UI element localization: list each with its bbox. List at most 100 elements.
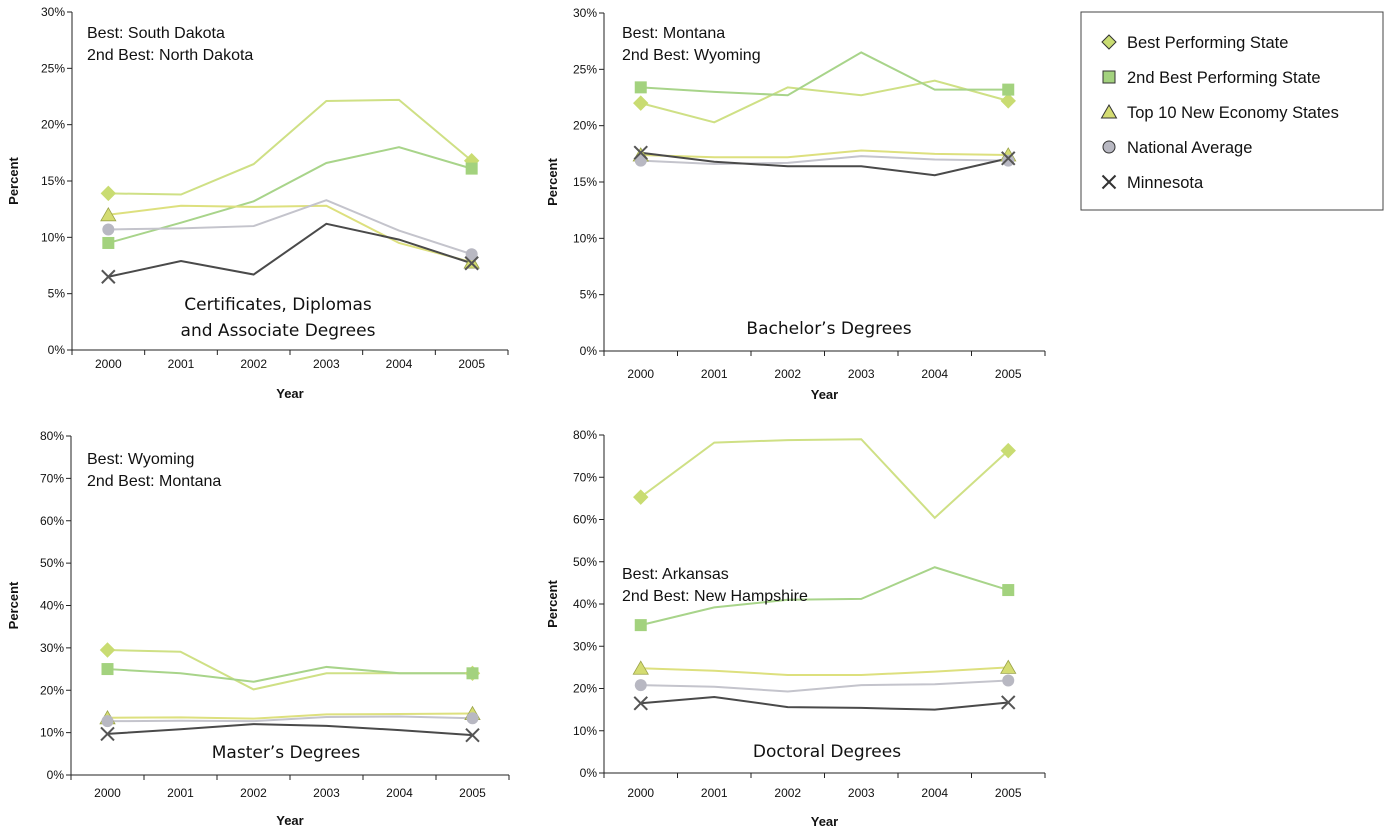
chart-caption: Master’s Degrees [212,743,361,763]
y-tick-label: 20% [573,682,597,696]
x-tick-label: 2000 [95,357,122,371]
legend-item-second: 2nd Best Performing State [1102,69,1321,87]
legend-x-icon [1101,174,1117,190]
y-tick-label: 40% [573,597,597,611]
y-tick-label: 70% [40,471,64,485]
charts-group: 0% 5% 10% 15% 20% 25% 30% 2000 2001 2002 2003 2004 2… [6,5,1046,829]
chart-note: Best: Montana [622,25,725,42]
series-point-best [1000,442,1016,459]
x-tick-label: 2005 [995,786,1022,800]
y-tick-label: 20% [573,119,597,133]
series-point-best [99,642,116,658]
x-tick-label: 2004 [386,786,413,800]
y-tick-label: 5% [580,288,598,302]
series-point-minnesota [101,269,116,284]
y-tick-label: 30% [573,639,597,653]
series-point-second [634,81,647,94]
series-line-top10 [640,149,1009,159]
legend-item-national: National Average [1102,139,1252,157]
x-tick-label: 2003 [848,367,875,381]
series-point-second [101,663,114,676]
series-point-top10 [1000,659,1017,674]
series-line-best [107,648,473,691]
y-axis-title: Percent [6,581,21,629]
series-line-national [108,199,472,256]
series-line-second [107,665,473,683]
chart-panel-2: 0% 5% 10% 15% 20% 25% 30% 2000 2001 2002 2003 2004 2… [545,6,1046,402]
y-tick-label: 60% [40,514,64,528]
x-axis-title: Year [811,814,838,829]
series-point-top10 [632,660,649,675]
series-point-second [466,667,479,680]
y-tick-label: 60% [573,513,597,527]
series-point-best [1000,93,1016,109]
x-tick-label: 2001 [168,357,195,371]
y-tick-label: 30% [40,641,64,655]
x-tick-label: 2000 [627,786,654,800]
y-tick-label: 0% [47,768,65,782]
y-tick-label: 30% [573,6,597,20]
x-tick-label: 2004 [386,357,413,371]
series-point-national [466,712,479,725]
series-point-top10 [463,254,480,269]
chart-panel-4: 0% 10% 20% 30% 40% 50% 60% 70% 80% 2000 2001 2002 20… [545,428,1046,829]
y-tick-label: 40% [40,599,64,613]
legend-label: Top 10 New Economy States [1127,104,1339,122]
series-point-national [102,223,115,236]
series-line-top10 [107,712,473,720]
y-tick-label: 10% [41,230,65,244]
y-tick-label: 70% [573,470,597,484]
legend-item-best: Best Performing State [1101,34,1288,52]
y-tick-label: 15% [573,175,597,189]
series-point-best [633,489,649,505]
legend-label: 2nd Best Performing State [1127,69,1321,87]
x-tick-label: 2002 [240,357,267,371]
x-tick-label: 2002 [240,786,267,800]
x-axis-title: Year [811,387,838,402]
chart-caption: and Associate Degrees [181,321,376,341]
y-tick-label: 50% [573,555,597,569]
y-tick-label: 10% [573,231,597,245]
series-line-top10 [108,204,472,264]
y-tick-label: 10% [40,726,64,740]
x-tick-label: 2003 [313,357,340,371]
x-tick-label: 2005 [459,786,486,800]
y-tick-label: 80% [573,428,597,442]
series-point-second [102,236,115,249]
y-tick-label: 80% [40,429,64,443]
series-line-best [640,79,1009,124]
chart-caption: Certificates, Diplomas [184,295,372,315]
chart-panel-1: 0% 5% 10% 15% 20% 25% 30% 2000 2001 2002 2003 2004 2… [6,5,509,401]
x-tick-label: 2004 [921,786,948,800]
series-point-second [465,162,478,175]
legend-square-icon [1102,70,1116,84]
chart-note: 2nd Best: Wyoming [622,47,761,64]
x-tick-label: 2004 [921,367,948,381]
series-line-national [107,715,473,723]
y-tick-label: 0% [580,766,598,780]
x-tick-label: 2003 [313,786,340,800]
chart-note: 2nd Best: New Hampshire [622,588,808,605]
series-point-best [633,95,649,111]
series-line-second [640,566,1009,627]
y-tick-label: 25% [41,61,65,75]
y-tick-label: 10% [573,724,597,738]
x-axis-title: Year [276,386,303,401]
series-point-second [1002,83,1015,96]
series-point-national [101,715,114,728]
y-tick-label: 0% [580,344,598,358]
legend-triangle-icon [1100,103,1118,119]
series-line-minnesota [107,723,473,737]
x-tick-label: 2001 [701,786,728,800]
series-point-national [634,154,647,167]
series-line-national [640,679,1009,693]
chart-caption: Doctoral Degrees [753,742,901,762]
series-point-minnesota [1001,151,1016,166]
y-tick-label: 15% [41,174,65,188]
x-tick-label: 2005 [995,367,1022,381]
series-line-minnesota [640,151,1009,177]
x-axis-title: Year [276,813,303,828]
series-point-second [634,619,647,632]
series-line-minnesota [640,695,1009,711]
